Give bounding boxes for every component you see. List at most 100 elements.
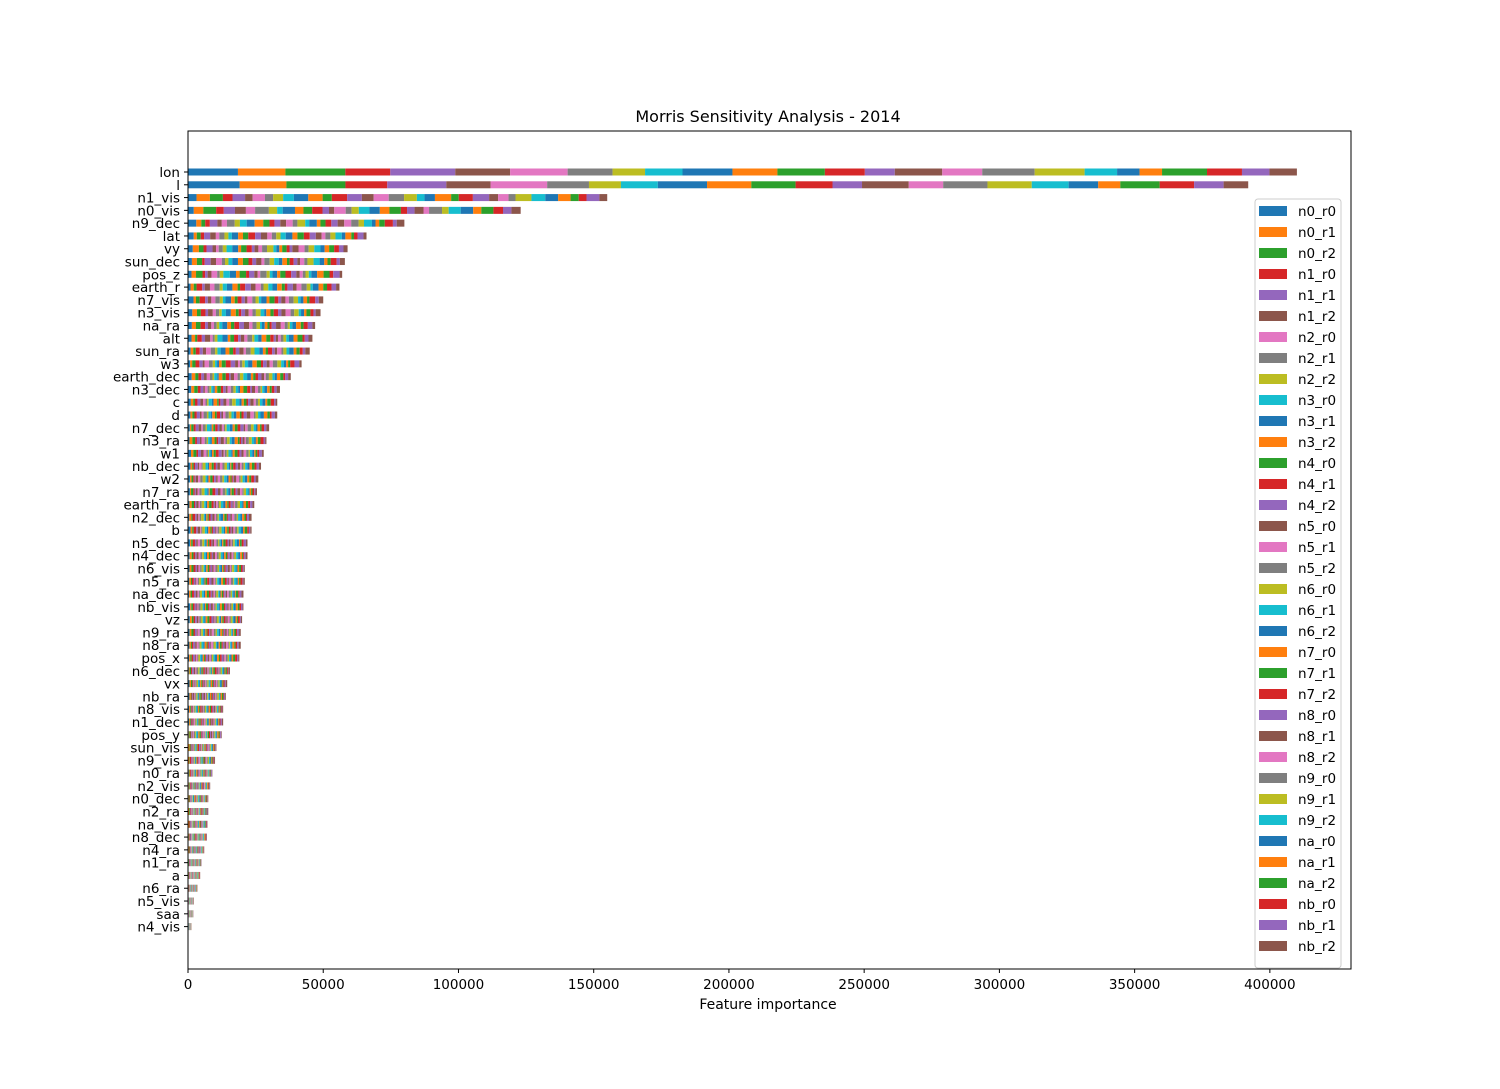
bar-segment-n5_ra-n9_r1: [233, 577, 235, 585]
bar-segment-nb_ra-n3_r1: [198, 692, 200, 700]
bar-segment-n7_dec-n2_r1: [202, 424, 206, 432]
bar-segment-earth_r-na_r2: [323, 283, 328, 291]
bar-segment-vz-nb_r0: [237, 616, 240, 624]
bar-segment-w3-n7_r0: [252, 360, 257, 368]
bar-segment-pos_z-n7_r1: [280, 270, 286, 278]
bar-segment-n7_vis-n9_r2: [298, 296, 301, 304]
bar-segment-n0_vis-n3_r1: [282, 206, 295, 214]
bar-segment-lat-n7_r1: [297, 232, 304, 240]
bar-segment-sun_vis-n3_r1: [196, 744, 197, 752]
bar-segment-n1_vis-n5_r2: [388, 194, 405, 202]
bar-segment-n0_ra-n7_r0: [203, 769, 205, 777]
bar-segment-earth_r-n0_r0: [188, 283, 191, 291]
bar-segment-n2_vis-n0_r1: [188, 782, 190, 790]
bar-segment-n7_dec-na_r0: [256, 424, 258, 432]
bar-segment-n5_dec-n5_r0: [212, 539, 215, 547]
bar-segment-n0_vis-na_r2: [481, 206, 494, 214]
bar-segment-n9_vis-nb_r2: [214, 756, 216, 764]
bar-segment-lat-n8_r2: [321, 232, 326, 240]
bar-segment-n4_ra-n1_r1: [189, 846, 191, 854]
bar-segment-n7_ra-n7_r2: [233, 488, 236, 496]
bar-segment-vy-n5_r0: [254, 245, 259, 253]
bar-segment-nb_vis-n1_r0: [192, 603, 195, 611]
x-axis: 0 50000 100000 150000 200000 250000 300000 3500…: [184, 969, 1296, 993]
bar-segment-n2_dec-n4_r0: [207, 513, 209, 521]
bar-segment-nb_ra-n7_r2: [211, 692, 213, 700]
bar-segment-n1_vis-n0_r0: [188, 194, 197, 202]
bar-segment-w2-n6_r1: [224, 475, 227, 483]
y-tick-label: sun_dec: [125, 255, 180, 271]
bar-segment-n9_dec-n7_r1: [320, 219, 326, 227]
bar-segment-vx-n4_r0: [201, 680, 203, 688]
bar-segment-n8_dec-n2_r0: [191, 833, 192, 841]
y-tick-label: n4_dec: [132, 549, 180, 565]
bar-segment-n9_ra-n6_r0: [215, 628, 218, 636]
bar-segment-sun_vis-n0_r1: [188, 744, 190, 752]
bar-segment-n4_dec-n8_r0: [228, 552, 230, 560]
bar-segment-nb_vis-n0_r1: [190, 603, 192, 611]
legend-swatch-n5_r2: [1259, 563, 1287, 573]
bar-segment-pos_z-na_r2: [323, 270, 330, 278]
bar-segment-pos_x-n2_r1: [197, 654, 199, 662]
bar-segment-n1_vis-n7_r2: [458, 194, 473, 202]
bar-segment-sun_ra-n4_r2: [235, 347, 240, 355]
bar-segment-w3-n0_r1: [190, 360, 193, 368]
bar-segment-n4_dec-n1_r2: [196, 552, 199, 560]
bar-segment-n7_vis-n1_r0: [199, 296, 206, 304]
bar-segment-w2-n3_r0: [205, 475, 208, 483]
bar-segment-n9_dec-na_r2: [379, 219, 385, 227]
bar-segment-b-nb_r1: [248, 526, 251, 534]
bar-segment-c-n7_r2: [246, 398, 249, 406]
bar-segment-n2_dec-nb_r1: [247, 513, 250, 521]
bar-segment-n0_dec-n2_r1: [191, 795, 193, 803]
bar-segment-n1_vis-n1_r2: [245, 194, 253, 202]
bar-segment-n3_ra-nb_r1: [263, 437, 266, 445]
y-tick-label: n6_vis: [137, 561, 180, 577]
bar-segment-n1_dec-n6_r2: [207, 718, 209, 726]
bar-segment-vx-nb_r0: [223, 680, 225, 688]
y-tick-label: vy: [164, 242, 180, 258]
legend-label-n7_r0: n7_r0: [1298, 645, 1336, 661]
bar-segment-nb_vis-n5_r1: [212, 603, 215, 611]
bar-segment-n4_dec-n7_r2: [227, 552, 229, 560]
legend-swatch-n4_r0: [1259, 458, 1287, 468]
bar-segment-na_ra-n0_r0: [188, 321, 192, 329]
bar-segment-pos_z-na_r1: [317, 270, 324, 278]
bar-segment-n7_ra-n1_r1: [194, 488, 196, 496]
bar-segment-c-nb_r2: [275, 398, 278, 406]
bar-segment-n3_vis-n3_r0: [221, 309, 226, 317]
bar-segment-n2_ra-n0_r1: [188, 808, 190, 815]
bar-segment-b-nb_r2: [250, 526, 252, 534]
bar-segment-vz-n4_r1: [209, 616, 212, 624]
bar-segment-lat-nb_r2: [363, 232, 367, 240]
bar-segment-n0_vis-n7_r1: [389, 206, 401, 214]
bar-segment-vy-n3_r1: [232, 245, 239, 253]
bar-segment-n2_dec-n5_r0: [212, 513, 215, 521]
bar-segment-n6_vis-n8_r0: [225, 564, 228, 572]
legend-swatch-nb_r1: [1259, 920, 1287, 930]
bar-segment-n4_dec-na_r0: [238, 552, 241, 560]
bar-segment-na_vis-n3_r1: [193, 820, 194, 828]
bar-segment-na_ra-n8_r1: [276, 321, 281, 329]
bar-segment-n7_ra-n5_r1: [220, 488, 223, 496]
bar-segment-n1_vis-n4_r0: [322, 194, 332, 202]
bar-segment-alt-n2_r2: [214, 334, 218, 342]
bar-segment-d-n2_r2: [206, 411, 209, 419]
bar-segment-na_dec-n3_r2: [205, 590, 207, 598]
bar-segment-pos_y-n9_r0: [213, 731, 215, 739]
bar-segment-vz-n0_r2: [191, 616, 194, 624]
bar-segment-earth_r-n0_r1: [190, 283, 194, 291]
bar-segment-n2_ra-n5_r0: [196, 808, 198, 815]
bar-segment-n5_dec-n2_r2: [202, 539, 205, 547]
bar-segment-n6_vis-n2_r2: [201, 564, 204, 572]
bar-segment-n2_ra-n9_r0: [202, 808, 204, 815]
bar-segment-na_dec-n7_r0: [220, 590, 222, 598]
bar-segment-n3_ra-n9_r0: [245, 437, 249, 445]
legend-swatch-n7_r2: [1259, 689, 1287, 699]
bar-segment-n6_vis-n7_r0: [222, 564, 224, 572]
bar-segment-l-n8_r0: [1194, 181, 1224, 189]
bar-segment-pos_y-n0_r2: [189, 731, 191, 739]
legend-label-n8_r2: n8_r2: [1298, 750, 1336, 766]
bar-segment-n3_vis-n1_r1: [205, 309, 209, 317]
bar-segment-n8_vis-n1_r0: [190, 705, 192, 713]
